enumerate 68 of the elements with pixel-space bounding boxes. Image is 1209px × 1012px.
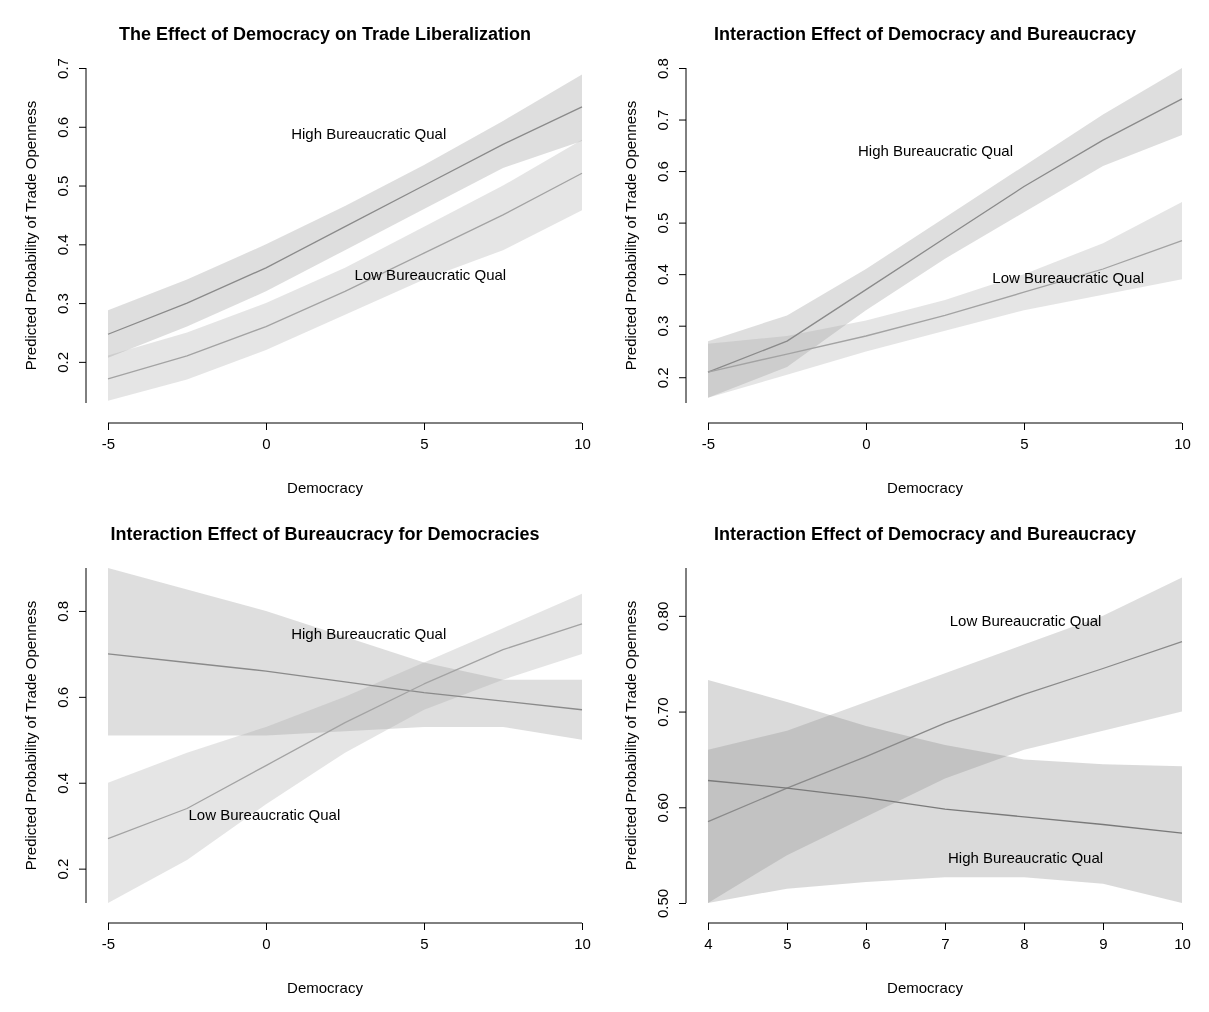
- y-tick-label: 0.4: [54, 772, 71, 794]
- x-tick-label: -5: [101, 434, 116, 452]
- line-series: [107, 653, 583, 711]
- x-tick-label: 0: [262, 934, 271, 952]
- y-tick-label: 0.7: [654, 109, 671, 131]
- x-tick-label: -5: [701, 434, 716, 452]
- x-tick-label: 8: [1020, 934, 1029, 952]
- y-tick-label: 0.80: [654, 601, 671, 631]
- x-tick-label: -5: [101, 934, 116, 952]
- chart-title: Interaction Effect of Bureaucracy for Democracies: [110, 524, 540, 544]
- chart-title: Interaction Effect of Democracy and Bureaucracy: [713, 524, 1137, 544]
- x-axis-title: Democracy: [287, 479, 364, 496]
- y-axis-title: Predicted Probability of Trade Openness: [22, 100, 39, 371]
- text: High Bureaucratic Qual: [291, 624, 447, 642]
- y-tick-label: 0.8: [654, 58, 671, 79]
- series-label: Low Bureaucratic Qual: [354, 265, 507, 283]
- series-label: High Bureaucratic Qual: [857, 141, 1014, 159]
- x-tick-label: 0: [862, 434, 871, 452]
- x-tick-label: 10: [574, 434, 591, 452]
- x-tick-label: 9: [1099, 934, 1108, 952]
- y-tick-label: 0.7: [54, 58, 71, 79]
- x-tick-label: 6: [862, 934, 871, 952]
- y-tick-label: 0.70: [654, 697, 671, 727]
- y-axis-title: Predicted Probability of Trade Openness: [622, 600, 639, 871]
- series-label: Low Bureaucratic Qual: [188, 805, 341, 823]
- x-axis-title: Democracy: [887, 979, 964, 996]
- chart-title: Interaction Effect of Democracy and Bureaucracy: [713, 24, 1137, 44]
- y-tick-label: 0.5: [54, 175, 71, 197]
- x-tick-label: 10: [1174, 934, 1191, 952]
- series-label: Low Bureaucratic Qual: [992, 269, 1145, 287]
- y-tick-label: 0.6: [54, 116, 71, 138]
- series-label: High Bureaucratic Qual: [948, 849, 1104, 867]
- y-tick-label: 0.2: [54, 858, 71, 880]
- y-tick-label: 0.4: [654, 264, 671, 286]
- y-tick-label: 0.6: [654, 161, 671, 183]
- chart-title: The Effect of Democracy on Trade Liberalization: [118, 24, 532, 44]
- series-label: High Bureaucratic Qual: [291, 124, 447, 142]
- y-tick-label: 0.5: [654, 212, 671, 234]
- y-tick-label: 0.6: [54, 686, 71, 708]
- x-axis-title: Democracy: [887, 479, 964, 496]
- y-tick-label: 0.60: [654, 793, 671, 823]
- y-tick-label: 0.50: [654, 888, 671, 919]
- x-tick-label: 5: [1020, 434, 1029, 452]
- line-series: [107, 172, 583, 380]
- x-tick-label: 10: [1174, 434, 1191, 452]
- x-axis-title: Democracy: [287, 979, 364, 996]
- x-tick-label: 0: [262, 434, 271, 452]
- line-series: [107, 106, 583, 335]
- x-tick-label: 5: [783, 934, 792, 952]
- x-tick-label: 7: [941, 934, 950, 952]
- y-tick-label: 0.2: [654, 367, 671, 389]
- line-series: [707, 641, 1183, 823]
- line-series: [107, 623, 583, 840]
- y-axis-title: Predicted Probability of Trade Openness: [622, 100, 639, 371]
- y-tick-label: 0.8: [54, 601, 71, 622]
- y-tick-label: 0.3: [54, 293, 71, 315]
- y-tick-label: 0.3: [654, 315, 671, 337]
- y-tick-label: 0.4: [54, 234, 71, 256]
- line-series: [707, 779, 1183, 834]
- text: Low Bureaucratic Qual: [949, 611, 1102, 629]
- x-tick-label: 4: [704, 934, 713, 952]
- x-tick-label: 5: [420, 934, 429, 952]
- line-series: [707, 98, 1183, 373]
- x-tick-label: 10: [574, 934, 591, 952]
- y-axis-title: Predicted Probability of Trade Openness: [22, 600, 39, 871]
- line-series: [707, 240, 1183, 373]
- x-tick-label: 5: [420, 434, 429, 452]
- y-tick-label: 0.2: [54, 351, 71, 373]
